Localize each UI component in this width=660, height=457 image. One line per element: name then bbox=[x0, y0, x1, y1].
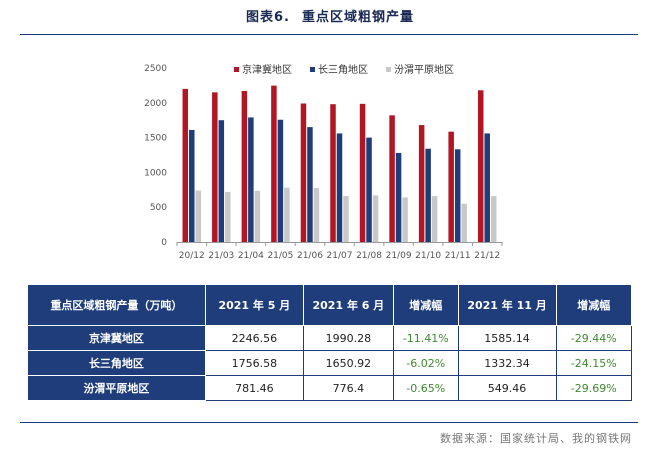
bar bbox=[402, 197, 408, 242]
cell-nov: 1585.14 bbox=[457, 325, 557, 351]
cell-change-2: -24.15% bbox=[555, 350, 633, 376]
legend-swatch bbox=[310, 67, 315, 72]
bar bbox=[307, 127, 313, 242]
table-row: 京津冀地区 2246.56 1990.28 -11.41% 1585.14 -2… bbox=[27, 325, 633, 351]
bar bbox=[182, 88, 189, 242]
cell-jun: 776.4 bbox=[302, 375, 394, 401]
bar bbox=[218, 120, 225, 242]
cell-jun: 1990.28 bbox=[302, 325, 394, 351]
bar bbox=[313, 187, 320, 242]
bar bbox=[212, 92, 218, 242]
bar bbox=[277, 119, 284, 242]
x-tick-label: 21/10 bbox=[415, 251, 441, 261]
x-tick-label: 21/12 bbox=[474, 251, 500, 261]
chart-title: 图表6. 重点区域粗钢产量 bbox=[0, 6, 660, 25]
bar bbox=[490, 196, 497, 242]
row-region: 汾渭平原地区 bbox=[27, 375, 206, 401]
cell-nov: 1332.34 bbox=[457, 350, 557, 376]
bar bbox=[372, 195, 379, 242]
bar bbox=[336, 133, 343, 242]
cell-change-1: -6.02% bbox=[392, 350, 459, 376]
bar bbox=[431, 196, 438, 242]
cell-change-2: -29.44% bbox=[555, 325, 633, 351]
bar bbox=[359, 103, 366, 243]
bar bbox=[248, 117, 254, 242]
y-tick-label: 2500 bbox=[144, 64, 167, 74]
cell-may: 781.46 bbox=[204, 375, 304, 401]
bar bbox=[477, 90, 484, 242]
bar bbox=[389, 115, 395, 242]
bar bbox=[461, 203, 467, 242]
table-header-row: 重点区域粗钢产量（万吨） 2021 年 5 月 2021 年 6 月 增减幅 2… bbox=[27, 284, 633, 326]
x-tick-label: 21/08 bbox=[356, 251, 382, 261]
bar bbox=[284, 187, 290, 242]
x-tick-label: 21/11 bbox=[445, 251, 471, 261]
x-tick-label: 21/07 bbox=[327, 251, 353, 261]
bottom-rule bbox=[20, 422, 638, 423]
cell-may: 1756.58 bbox=[204, 350, 304, 376]
bar bbox=[225, 191, 231, 242]
bar bbox=[189, 129, 195, 242]
bar bbox=[448, 131, 454, 242]
production-table: 重点区域粗钢产量（万吨） 2021 年 5 月 2021 年 6 月 增减幅 2… bbox=[27, 284, 633, 401]
cell-jun: 1650.92 bbox=[302, 350, 394, 376]
y-tick-label: 0 bbox=[161, 238, 167, 248]
figure-title-text: 重点区域粗钢产量 bbox=[301, 10, 414, 25]
legend-label: 京津冀地区 bbox=[242, 63, 292, 76]
bar bbox=[418, 125, 425, 242]
cell-change-1: -11.41% bbox=[392, 325, 459, 351]
header-jun: 2021 年 6 月 bbox=[302, 284, 394, 326]
legend-swatch bbox=[386, 67, 391, 72]
source-note: 数据来源：国家统计局、我的钢铁网 bbox=[440, 432, 632, 445]
y-tick-label: 2000 bbox=[144, 99, 167, 109]
bar bbox=[195, 190, 202, 242]
bar bbox=[395, 152, 402, 242]
x-tick-label: 21/03 bbox=[208, 251, 234, 261]
bar bbox=[425, 148, 431, 242]
cell-nov: 549.46 bbox=[457, 375, 557, 401]
x-tick-label: 21/05 bbox=[267, 251, 293, 261]
x-tick-label: 21/06 bbox=[297, 251, 323, 261]
cell-change-1: -0.65% bbox=[392, 375, 459, 401]
header-may: 2021 年 5 月 bbox=[204, 284, 304, 326]
x-tick-label: 20/12 bbox=[179, 251, 205, 261]
bar bbox=[454, 149, 461, 242]
table-row: 长三角地区 1756.58 1650.92 -6.02% 1332.34 -24… bbox=[27, 350, 633, 376]
cell-change-2: -29.69% bbox=[555, 375, 633, 401]
header-region: 重点区域粗钢产量（万吨） bbox=[27, 284, 206, 326]
bar bbox=[271, 85, 277, 242]
bar-chart: 0 500 1000 1500 2000 2500 20/12 21/03 21/04 21/05… bbox=[144, 63, 503, 261]
y-tick-label: 1500 bbox=[144, 134, 167, 144]
figure-number: 图表6. bbox=[246, 10, 290, 25]
x-tick-label: 21/09 bbox=[386, 251, 412, 261]
header-change-1: 增减幅 bbox=[392, 284, 459, 326]
bar bbox=[330, 104, 336, 242]
bar bbox=[241, 90, 248, 242]
legend-label: 长三角地区 bbox=[318, 63, 368, 76]
header-change-2: 增减幅 bbox=[555, 284, 633, 326]
legend-swatch bbox=[234, 67, 239, 72]
bar bbox=[300, 103, 307, 243]
row-region: 长三角地区 bbox=[27, 350, 206, 376]
row-region: 京津冀地区 bbox=[27, 325, 206, 351]
header-nov: 2021 年 11 月 bbox=[457, 284, 557, 326]
top-rule bbox=[20, 34, 638, 35]
y-tick-label: 500 bbox=[150, 203, 167, 213]
bar bbox=[366, 137, 372, 242]
cell-may: 2246.56 bbox=[204, 325, 304, 351]
table-row: 汾渭平原地区 781.46 776.4 -0.65% 549.46 -29.69… bbox=[27, 375, 633, 401]
bar bbox=[343, 196, 349, 242]
bar bbox=[484, 133, 490, 242]
x-tick-label: 21/04 bbox=[238, 251, 264, 261]
legend-label: 汾渭平原地区 bbox=[394, 63, 454, 76]
y-tick-label: 1000 bbox=[144, 168, 167, 178]
bar bbox=[254, 190, 261, 242]
